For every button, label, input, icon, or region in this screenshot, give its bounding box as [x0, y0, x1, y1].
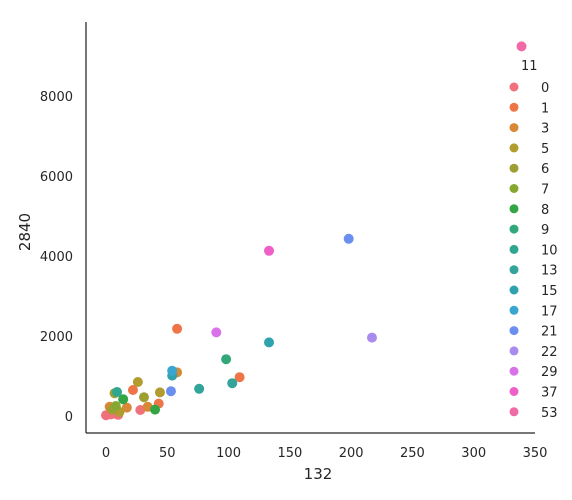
data-point	[138, 392, 149, 403]
legend-entry-label: 21	[541, 325, 558, 340]
data-point	[165, 386, 176, 397]
legend-marker	[509, 387, 519, 396]
legend-marker	[509, 184, 519, 193]
legend-entry-label: 7	[541, 183, 549, 198]
legend-marker	[509, 82, 519, 92]
legend-marker	[509, 244, 519, 254]
data-point	[227, 378, 238, 389]
y-axis-label: 2840	[16, 213, 34, 251]
data-point	[112, 387, 123, 397]
data-point	[154, 387, 165, 398]
legend-entry-label: 22	[541, 345, 558, 360]
data-point	[132, 377, 143, 387]
legend-entry-label: 6	[541, 162, 549, 177]
legend-entry-label: 5	[541, 142, 549, 157]
legend-entry-label: 3	[541, 122, 549, 137]
data-point	[121, 402, 132, 413]
y-tick-label: 4000	[40, 250, 73, 265]
legend-entry-label: 53	[541, 406, 558, 421]
data-point	[118, 394, 129, 405]
legend-entry-label: 1	[541, 101, 549, 116]
x-axis-label: 132	[304, 465, 333, 483]
data-point	[150, 404, 161, 415]
x-tick-label: 50	[159, 446, 176, 461]
y-tick-label: 0	[65, 410, 73, 425]
data-points	[101, 41, 527, 421]
legend-entry-label: 10	[541, 243, 558, 258]
y-tick-label: 8000	[40, 90, 73, 105]
legend-marker	[509, 123, 519, 133]
legend-entry-label: 29	[541, 365, 558, 380]
data-point	[172, 323, 183, 334]
legend-entry-label: 13	[541, 264, 558, 279]
legend-marker	[509, 326, 519, 336]
legend-entry-label: 8	[541, 203, 549, 218]
legend-marker	[509, 143, 519, 153]
x-tick-label: 300	[461, 446, 486, 461]
x-tick-label: 350	[523, 446, 548, 461]
data-point	[264, 245, 275, 256]
axes	[85, 22, 535, 434]
legend-marker	[509, 224, 519, 234]
legend-marker	[509, 346, 519, 356]
legend-marker	[509, 305, 519, 315]
legend-entry-label: 9	[541, 223, 549, 238]
x-tick-label: 200	[339, 446, 364, 461]
legend-marker	[509, 204, 519, 214]
y-tick-label: 2000	[40, 330, 73, 345]
legend-marker	[509, 407, 519, 417]
legend-marker	[509, 102, 519, 112]
data-point	[221, 354, 232, 365]
x-tick-label: 100	[216, 446, 241, 461]
legend-entry-label: 37	[541, 386, 558, 401]
legend-title: 11	[521, 59, 538, 74]
legend-entry-label: 0	[541, 81, 549, 96]
legend-entry-label: 17	[541, 304, 558, 319]
data-point	[211, 327, 222, 338]
data-point	[516, 41, 527, 52]
legend-entry-label: 15	[541, 284, 558, 299]
data-point	[343, 233, 354, 244]
x-tick-labels: 0 50 100 150 200 250 300 350	[102, 446, 548, 461]
legend-marker	[509, 285, 519, 295]
data-point	[234, 372, 245, 383]
data-point	[110, 401, 121, 411]
x-tick-label: 250	[400, 446, 425, 461]
data-point	[264, 337, 275, 348]
y-tick-label: 6000	[40, 170, 73, 185]
data-point	[167, 365, 178, 376]
y-tick-labels: 0 2000 4000 6000 8000	[40, 90, 73, 425]
legend-marker	[509, 163, 519, 173]
x-tick-label: 0	[102, 446, 110, 461]
legend-marker	[509, 265, 519, 275]
data-point	[366, 332, 377, 343]
data-point	[194, 383, 205, 394]
x-tick-label: 150	[277, 446, 302, 461]
legend-marker	[509, 366, 519, 376]
data-point	[127, 385, 138, 395]
